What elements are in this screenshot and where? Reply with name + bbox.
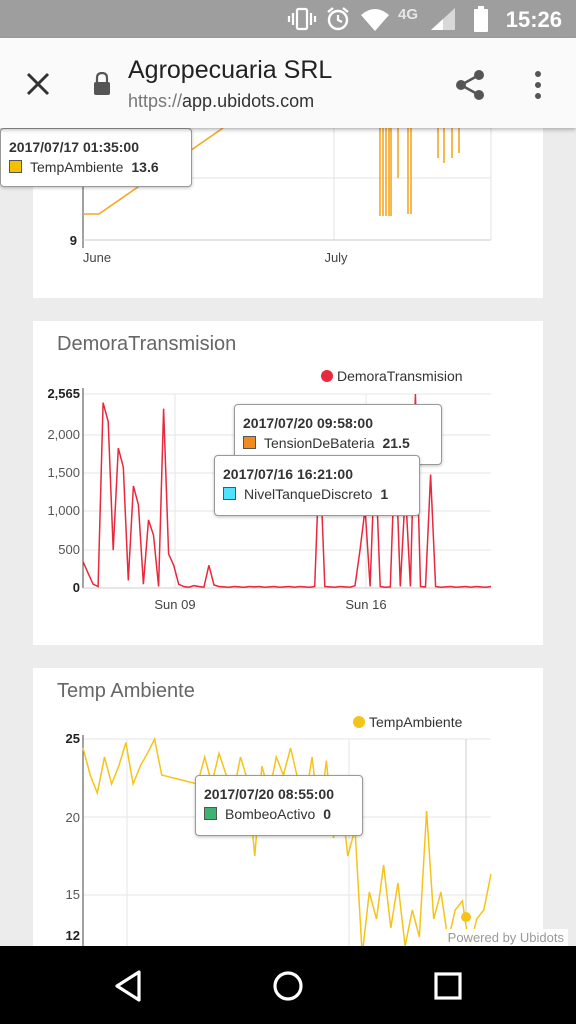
lock-icon — [94, 72, 110, 95]
tooltip-row: TensionDeBateria 21.5 — [243, 435, 410, 451]
tooltip-label: TensionDeBateria — [264, 435, 375, 451]
y-tick-label: 500 — [58, 542, 80, 557]
page-title: Agropecuaria SRL — [128, 56, 333, 84]
more-vert-icon[interactable] — [530, 68, 546, 102]
hover-point-marker — [461, 912, 471, 922]
tooltip-value: 13.6 — [131, 159, 159, 175]
temp-series-line — [82, 736, 492, 946]
url-host: app.ubidots.com — [182, 91, 315, 111]
card-title: DemoraTransmision — [57, 333, 237, 355]
wifi-icon — [361, 9, 389, 31]
vibrate-icon — [287, 7, 317, 31]
orange-spikes — [379, 128, 460, 216]
status-bar: 4G 15:26 — [0, 0, 576, 38]
legend-label: TempAmbiente — [369, 714, 463, 730]
tooltip-label: TempAmbiente — [30, 159, 124, 175]
demora-series-line — [82, 393, 492, 589]
back-icon[interactable] — [106, 964, 150, 1008]
tooltip-row: TempAmbiente 13.6 — [9, 159, 159, 175]
x-tick-label: July — [324, 250, 348, 265]
recents-icon[interactable] — [426, 964, 470, 1008]
x-tick-label: Sun 16 — [345, 597, 386, 612]
tooltip-bombeo-activo: 2017/07/20 08:55:00 BombeoActivo 0 — [195, 775, 363, 836]
dashboard-content[interactable]: 20 15 9 June July 2017/07/17 01:35:00 Te… — [0, 128, 576, 946]
browser-app-bar: Agropecuaria SRL https://app.ubidots.com — [0, 38, 576, 128]
tooltip-nivel-tanque: 2017/07/16 16:21:00 NivelTanqueDiscreto 1 — [214, 455, 420, 516]
series-swatch — [9, 160, 22, 173]
powered-by-badge[interactable]: Powered by Ubidots — [443, 929, 568, 946]
share-icon[interactable] — [453, 68, 487, 102]
y-tick-label: 1,500 — [47, 465, 80, 480]
grid-lines — [83, 393, 491, 588]
card-title: Temp Ambiente — [57, 680, 195, 702]
close-icon[interactable] — [24, 70, 52, 98]
y-tick-label: 15 — [66, 887, 80, 902]
alarm-icon — [327, 7, 349, 31]
grid-lines — [83, 738, 491, 946]
url-scheme: https:// — [128, 91, 183, 111]
y-tick-label: 9 — [70, 233, 77, 248]
tooltip-date: 2017/07/20 09:58:00 — [243, 415, 373, 431]
home-icon[interactable] — [266, 964, 310, 1008]
x-tick-label: Sun 09 — [154, 597, 195, 612]
tooltip-date: 2017/07/16 16:21:00 — [223, 466, 353, 482]
tooltip-label: BombeoActivo — [225, 806, 316, 822]
page-url[interactable]: https://app.ubidots.com — [128, 91, 314, 112]
tooltip-value: 21.5 — [382, 435, 410, 451]
y-tick-label: 2,000 — [47, 427, 80, 442]
y-tick-label: 2,565 — [47, 386, 80, 401]
series-swatch — [204, 807, 217, 820]
tooltip-card1: 2017/07/17 01:35:00 TempAmbiente 13.6 — [0, 128, 192, 187]
y-tick-label: 12 — [66, 928, 80, 943]
signal-icon — [431, 8, 455, 30]
y-tick-label: 0 — [73, 580, 80, 595]
y-tick-label: 20 — [66, 810, 80, 825]
legend-label: DemoraTransmision — [337, 368, 463, 384]
chart-legend[interactable]: DemoraTransmision — [321, 368, 463, 384]
card-temp-ambiente: Temp Ambiente TempAmbiente 25 20 15 12 — [33, 668, 543, 946]
tooltip-label: NivelTanqueDiscreto — [244, 486, 373, 502]
tooltip-date: 2017/07/17 01:35:00 — [9, 139, 139, 155]
legend-dot — [321, 370, 333, 382]
chart-legend[interactable]: TempAmbiente — [353, 714, 462, 730]
system-nav-bar — [0, 946, 576, 1024]
series-swatch — [243, 436, 256, 449]
chart-demora: 2,565 2,000 1,500 1,000 500 0 Sun 09 Sun… — [47, 386, 492, 612]
tooltip-row: NivelTanqueDiscreto 1 — [223, 486, 388, 502]
battery-icon — [474, 6, 488, 32]
network-type-label: 4G — [398, 6, 419, 23]
tooltip-date: 2017/07/20 08:55:00 — [204, 786, 334, 802]
tooltip-row: BombeoActivo 0 — [204, 806, 331, 822]
y-tick-label: 25 — [66, 731, 80, 746]
tooltip-value: 1 — [380, 486, 389, 502]
tooltip-tension-bateria: 2017/07/20 09:58:00 TensionDeBateria 21.5 — [234, 404, 442, 465]
status-time: 15:26 — [505, 7, 562, 32]
series-swatch — [223, 487, 236, 500]
x-tick-label: June — [83, 250, 111, 265]
legend-dot — [353, 716, 365, 728]
tooltip-value: 0 — [323, 806, 332, 822]
y-tick-label: 1,000 — [47, 503, 80, 518]
